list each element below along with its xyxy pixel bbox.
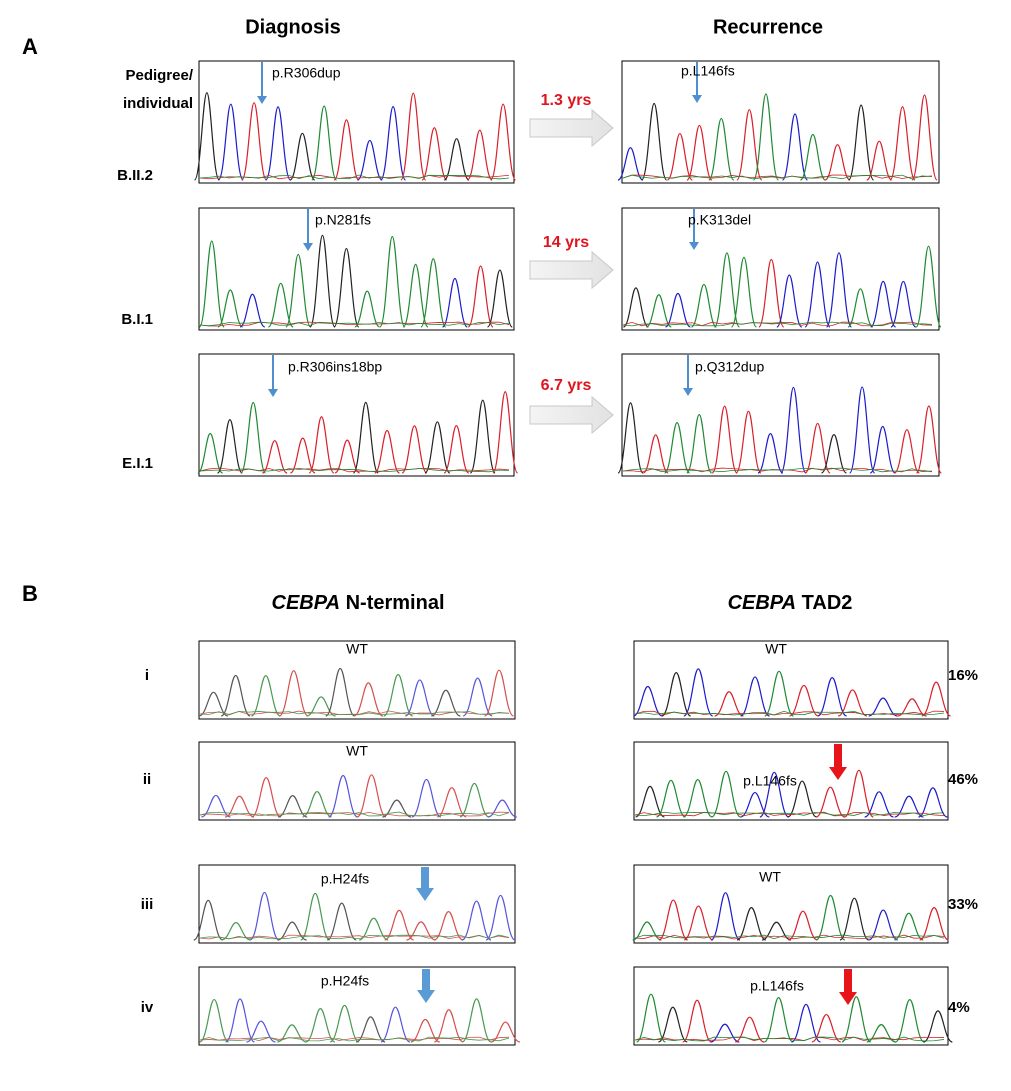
mutation-arrow [422, 969, 430, 991]
figure: A Diagnosis Recurrence Pedigree/ individ… [0, 0, 1011, 1091]
column-header: Recurrence [713, 16, 823, 38]
chromatogram-box [622, 208, 939, 330]
sample-label: i [145, 667, 149, 684]
fraction-label: 16% [948, 667, 978, 684]
fraction-label: 46% [948, 771, 978, 788]
mutation-label: p.K313del [688, 212, 751, 228]
individual-label: B.II.2 [117, 167, 153, 184]
panel-label: B [22, 581, 38, 606]
fraction-label: 33% [948, 896, 978, 913]
fraction-label: 4% [948, 999, 970, 1016]
time-arrow [530, 397, 613, 433]
chromatogram-box [622, 61, 939, 183]
genotype-label: p.L146fs [743, 773, 797, 789]
genotype-label: WT [765, 641, 787, 657]
mutation-label: p.L146fs [681, 63, 735, 79]
mutation-label: p.R306dup [272, 65, 341, 81]
row-header: Pedigree/ [125, 67, 193, 84]
sample-label: iv [141, 999, 154, 1016]
region: N-terminal [346, 592, 445, 614]
content: p.R306dup p.L146fs B.II.2 1.3 yrs p.N281fs p.… [117, 61, 978, 1045]
mutation-label: p.Q312dup [695, 359, 764, 375]
gene: CEBPA [728, 592, 797, 614]
interval-label: 6.7 yrs [541, 377, 592, 394]
individual-label: E.I.1 [122, 455, 153, 472]
panel-label: A [22, 34, 38, 59]
genotype-label: WT [346, 743, 368, 759]
sample-label: iii [141, 896, 154, 913]
row-header: individual [123, 95, 193, 112]
column-header: CEBPA TAD2 [728, 592, 853, 614]
interval-label: 1.3 yrs [541, 92, 592, 109]
genotype-label: p.L146fs [750, 978, 804, 994]
mutation-arrow [421, 867, 429, 889]
mutation-label: p.R306ins18bp [288, 359, 382, 375]
genotype-label: WT [346, 641, 368, 657]
interval-label: 14 yrs [543, 234, 589, 251]
mutation-label: p.N281fs [315, 212, 371, 228]
individual-label: B.I.1 [121, 311, 153, 328]
genotype-label: p.H24fs [321, 871, 369, 887]
time-arrow [530, 252, 613, 288]
column-header: CEBPA N-terminal [272, 592, 445, 614]
column-header: Diagnosis [245, 16, 341, 38]
region: TAD2 [802, 592, 853, 614]
time-arrow [530, 110, 613, 146]
genotype-label: p.H24fs [321, 973, 369, 989]
mutation-arrow [844, 969, 852, 993]
chromatogram-box [634, 641, 948, 719]
genotype-label: WT [759, 869, 781, 885]
mutation-arrow [834, 744, 842, 768]
gene: CEBPA [272, 592, 341, 614]
sample-label: ii [143, 771, 151, 788]
